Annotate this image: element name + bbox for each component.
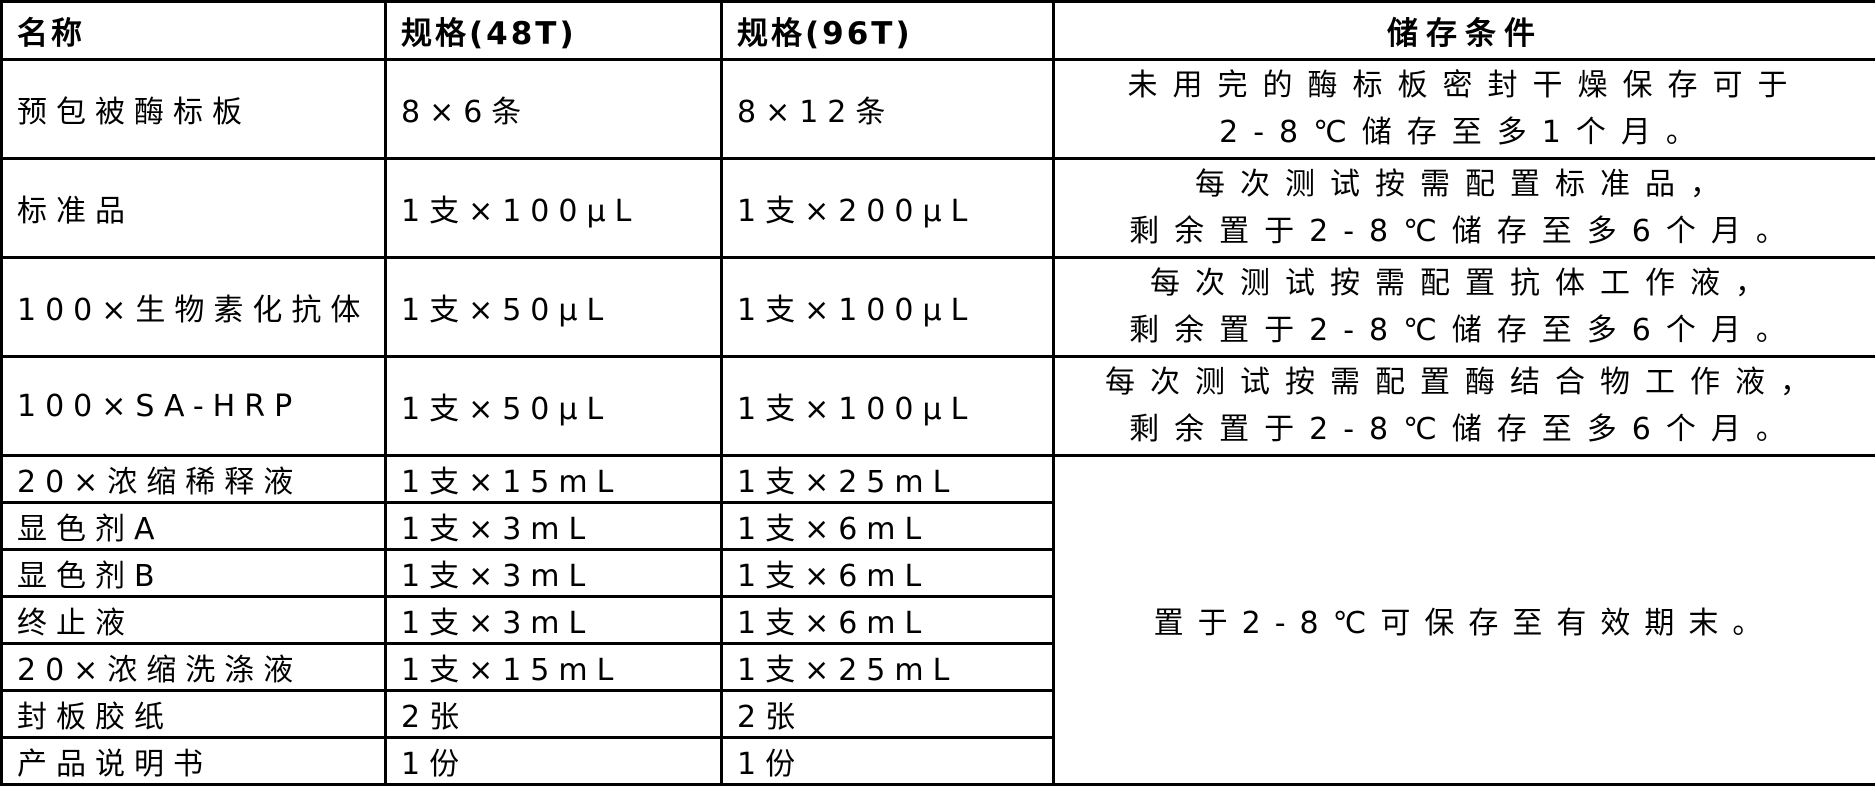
cell-storage: 每次测试按需配置抗体工作液， 剩余置于2-8℃储存至多6个月。 xyxy=(1054,258,1875,357)
cell-spec-96t: 1支×200µL xyxy=(722,159,1054,258)
storage-line: 每次测试按需配置抗体工作液， xyxy=(1061,260,1869,307)
storage-line: 未用完的酶标板密封干燥保存可于 xyxy=(1061,62,1869,109)
cell-spec-96t: 1支×100µL xyxy=(722,357,1054,456)
cell-spec-96t: 1支×6mL xyxy=(722,550,1054,597)
cell-spec-96t: 1份 xyxy=(722,738,1054,785)
table-row-biotin-antibody: 100×生物素化抗体 1支×50µL 1支×100µL 每次测试按需配置抗体工作… xyxy=(2,258,1875,357)
storage-line: 每次测试按需配置标准品， xyxy=(1061,161,1869,208)
cell-spec-48t: 8×6条 xyxy=(386,60,722,159)
cell-name: 显色剂A xyxy=(2,503,386,550)
cell-spec-48t: 1份 xyxy=(386,738,722,785)
table-row-sa-hrp: 100×SA-HRP 1支×50µL 1支×100µL 每次测试按需配置酶结合物… xyxy=(2,357,1875,456)
cell-spec-96t: 8×12条 xyxy=(722,60,1054,159)
cell-spec-48t: 1支×15mL xyxy=(386,456,722,503)
cell-name: 20×浓缩洗涤液 xyxy=(2,644,386,691)
cell-spec-96t: 2张 xyxy=(722,691,1054,738)
table-row-precoated-plate: 预包被酶标板 8×6条 8×12条 未用完的酶标板密封干燥保存可于 2-8℃储存… xyxy=(2,60,1875,159)
cell-name: 显色剂B xyxy=(2,550,386,597)
cell-spec-96t: 1支×25mL xyxy=(722,644,1054,691)
storage-line: 剩余置于2-8℃储存至多6个月。 xyxy=(1061,406,1869,453)
cell-spec-96t: 1支×25mL xyxy=(722,456,1054,503)
cell-spec-48t: 1支×100µL xyxy=(386,159,722,258)
cell-spec-48t: 1支×50µL xyxy=(386,357,722,456)
header-spec-48t: 规格(48T) xyxy=(386,2,722,60)
cell-name: 封板胶纸 xyxy=(2,691,386,738)
cell-spec-48t: 1支×3mL xyxy=(386,503,722,550)
cell-name: 100×生物素化抗体 xyxy=(2,258,386,357)
cell-spec-96t: 1支×6mL xyxy=(722,503,1054,550)
storage-line: 剩余置于2-8℃储存至多6个月。 xyxy=(1061,307,1869,354)
cell-storage: 每次测试按需配置酶结合物工作液， 剩余置于2-8℃储存至多6个月。 xyxy=(1054,357,1875,456)
cell-storage: 每次测试按需配置标准品， 剩余置于2-8℃储存至多6个月。 xyxy=(1054,159,1875,258)
cell-spec-48t: 1支×50µL xyxy=(386,258,722,357)
cell-storage-merged: 置于2-8℃可保存至有效期末。 xyxy=(1054,456,1875,785)
storage-line: 2-8℃储存至多1个月。 xyxy=(1061,109,1869,156)
cell-spec-48t: 2张 xyxy=(386,691,722,738)
cell-name: 标准品 xyxy=(2,159,386,258)
cell-storage: 未用完的酶标板密封干燥保存可于 2-8℃储存至多1个月。 xyxy=(1054,60,1875,159)
header-storage: 储存条件 xyxy=(1054,2,1875,60)
table-row-standard: 标准品 1支×100µL 1支×200µL 每次测试按需配置标准品， 剩余置于2… xyxy=(2,159,1875,258)
cell-name: 产品说明书 xyxy=(2,738,386,785)
table-header-row: 名称 规格(48T) 规格(96T) 储存条件 xyxy=(2,2,1875,60)
cell-spec-48t: 1支×3mL xyxy=(386,550,722,597)
cell-name: 终止液 xyxy=(2,597,386,644)
cell-name: 预包被酶标板 xyxy=(2,60,386,159)
cell-spec-96t: 1支×100µL xyxy=(722,258,1054,357)
cell-spec-48t: 1支×3mL xyxy=(386,597,722,644)
cell-name: 100×SA-HRP xyxy=(2,357,386,456)
table-row-diluent: 20×浓缩稀释液 1支×15mL 1支×25mL 置于2-8℃可保存至有效期末。 xyxy=(2,456,1875,503)
storage-line: 每次测试按需配置酶结合物工作液， xyxy=(1061,359,1869,406)
header-spec-96t: 规格(96T) xyxy=(722,2,1054,60)
cell-spec-96t: 1支×6mL xyxy=(722,597,1054,644)
storage-line: 剩余置于2-8℃储存至多6个月。 xyxy=(1061,208,1869,255)
cell-spec-48t: 1支×15mL xyxy=(386,644,722,691)
header-name: 名称 xyxy=(2,2,386,60)
cell-name: 20×浓缩稀释液 xyxy=(2,456,386,503)
